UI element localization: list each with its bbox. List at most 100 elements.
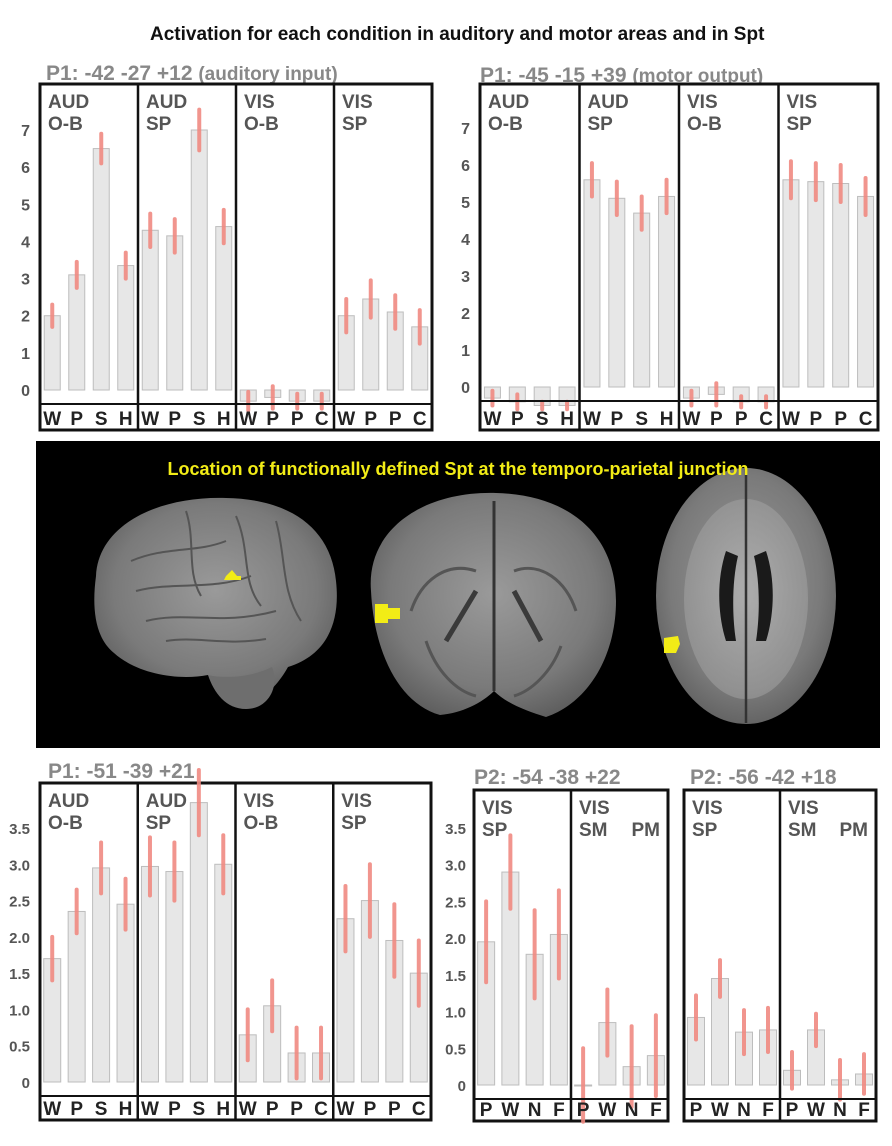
y-tick-label: 6: [21, 160, 30, 177]
y-tick-label: 3: [21, 272, 30, 289]
y-tick-label: 4: [461, 232, 470, 249]
group-label-line2: SP: [482, 820, 508, 841]
y-tick-label: 3.5: [9, 821, 30, 838]
x-category-label: C: [413, 409, 427, 430]
x-category-label: W: [711, 1100, 729, 1121]
x-category-label: P: [389, 409, 402, 430]
y-tick-label: 2.0: [445, 931, 466, 948]
y-tick-label: 0: [458, 1078, 466, 1095]
brain-slices: [94, 468, 836, 724]
group-label-line1: VIS: [788, 798, 819, 819]
x-category-label: P: [266, 409, 279, 430]
brain-coronal-slice: [370, 492, 616, 717]
x-category-label: H: [216, 1099, 230, 1120]
group-label-line1: AUD: [48, 791, 89, 812]
x-category-label: P: [786, 1100, 799, 1121]
group-label-line2: SP: [692, 820, 718, 841]
x-category-label: W: [501, 1100, 519, 1121]
y-tick-label: 1: [21, 346, 30, 363]
x-category-label: W: [337, 1099, 355, 1120]
x-category-label: W: [483, 409, 501, 430]
y-tick-label: 3: [461, 269, 470, 286]
x-category-label: F: [858, 1100, 870, 1121]
x-category-label: W: [598, 1100, 616, 1121]
group-label-line2: SM: [788, 820, 817, 841]
group-label-line1: VIS: [787, 92, 818, 113]
panel-title-p1-motor-coords: P1: -45 -15 +39: [480, 64, 627, 87]
x-category-label: W: [239, 409, 257, 430]
x-category-label: F: [553, 1100, 565, 1121]
y-tick-label: 5: [461, 195, 470, 212]
x-category-label: S: [536, 409, 549, 430]
panel-title-p1-auditory-coords: P1: -42 -27 +12: [46, 62, 193, 85]
y-tick-label: 7: [461, 121, 470, 138]
group-label-line2: O-B: [244, 813, 279, 834]
y-tick-label: 6: [461, 158, 470, 175]
group-label-line1: AUD: [588, 92, 629, 113]
group-label-line2: SP: [787, 114, 813, 135]
x-category-label: W: [141, 1099, 159, 1120]
x-category-label: P: [610, 409, 623, 430]
figure-title: Activation for each condition in auditor…: [150, 24, 765, 45]
x-category-label: S: [95, 409, 108, 430]
y-tick-label: 0: [461, 380, 470, 397]
y-tick-label: 3.0: [445, 858, 466, 875]
panel-title-p1-auditory: P1: -42 -27 +12 (auditory input): [46, 62, 338, 86]
group-label-line1: VIS: [482, 798, 513, 819]
x-category-label: P: [690, 1100, 703, 1121]
x-category-label: W: [682, 409, 700, 430]
y-tick-label: 3.5: [445, 821, 466, 838]
panel-title-p2-b: P2: -56 -42 +18: [690, 766, 837, 789]
group-label-line1: VIS: [579, 798, 610, 819]
x-category-label: P: [480, 1100, 493, 1121]
y-tick-label: 7: [21, 123, 30, 140]
x-category-label: C: [314, 1099, 328, 1120]
x-category-label: P: [168, 1099, 181, 1120]
group-label-line1: VIS: [244, 92, 275, 113]
group-label-line2: SP: [146, 813, 172, 834]
x-category-label: C: [315, 409, 329, 430]
x-category-label: H: [660, 409, 674, 430]
y-tick-label: 2: [461, 306, 470, 323]
x-category-label: P: [809, 409, 822, 430]
brain-mri-panel: Location of functionally defined Spt at …: [36, 441, 880, 748]
y-tick-label: 4: [21, 234, 30, 251]
y-tick-label: 0.5: [445, 1041, 466, 1058]
x-category-label: W: [782, 409, 800, 430]
group-label-line2: SP: [588, 114, 614, 135]
y-tick-label: 1.5: [9, 966, 30, 983]
y-tick-label: 3.0: [9, 857, 30, 874]
x-category-label: H: [217, 409, 231, 430]
y-tick-label: 0: [22, 1075, 30, 1092]
y-tick-label: 5: [21, 197, 30, 214]
brain-axial-slice: [656, 468, 836, 724]
group-label-line2: O-B: [244, 114, 279, 135]
y-tick-label: 1.0: [9, 1002, 30, 1019]
group-label-line1: VIS: [342, 92, 373, 113]
x-category-label: S: [635, 409, 648, 430]
group-label-line1: VIS: [244, 791, 275, 812]
group-label-line2: O-B: [488, 114, 523, 135]
y-tick-label: 1: [461, 343, 470, 360]
x-category-label: P: [70, 409, 83, 430]
x-category-label: P: [364, 1099, 377, 1120]
group-label-line1: AUD: [48, 92, 89, 113]
y-tick-label: 1.5: [445, 968, 466, 985]
x-category-label: N: [625, 1100, 639, 1121]
group-label-right: PM: [840, 820, 869, 841]
y-tick-label: 2.0: [9, 930, 30, 947]
x-category-label: P: [735, 409, 748, 430]
panel-title-p1-spt: P1: -51 -39 +21: [48, 760, 195, 783]
brain-sagittal-slice: [94, 497, 337, 709]
x-category-label: S: [193, 1099, 206, 1120]
y-tick-label: 0.5: [9, 1039, 30, 1056]
x-category-label: W: [337, 409, 355, 430]
x-category-label: P: [388, 1099, 401, 1120]
x-category-label: P: [291, 409, 304, 430]
y-tick-label: 0: [21, 383, 30, 400]
x-category-label: H: [119, 1099, 133, 1120]
group-label-line1: AUD: [146, 92, 187, 113]
